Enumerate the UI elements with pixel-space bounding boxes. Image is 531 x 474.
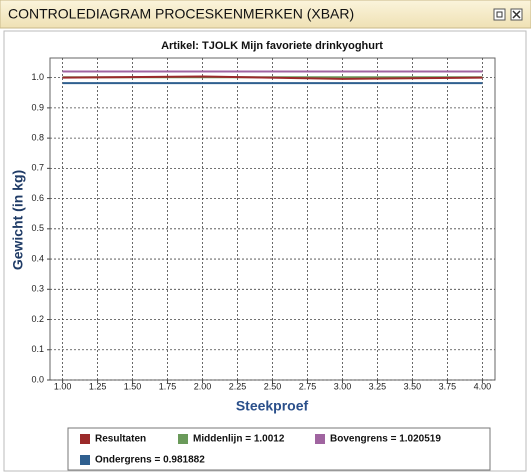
y-tick-label: 0.3 bbox=[31, 284, 44, 294]
title-bar bbox=[0, 0, 531, 29]
x-tick-label: 2.00 bbox=[194, 381, 212, 391]
y-tick-label: 0.5 bbox=[31, 223, 44, 233]
legend-swatch bbox=[80, 455, 90, 465]
chart-title: Artikel: TJOLK Mijn favoriete drinkyoghu… bbox=[161, 40, 383, 52]
x-tick-label: 3.75 bbox=[439, 381, 457, 391]
window-title: CONTROLEDIAGRAM PROCESKENMERKEN (XBAR) bbox=[8, 6, 354, 22]
legend-label: Ondergrens = 0.981882 bbox=[95, 455, 205, 466]
legend-swatch bbox=[80, 434, 90, 444]
y-tick-label: 0.9 bbox=[31, 102, 44, 112]
x-tick-label: 1.75 bbox=[159, 381, 177, 391]
legend-swatch bbox=[178, 434, 188, 444]
y-axis-label: Gewicht (in kg) bbox=[10, 170, 26, 270]
minimize-button[interactable] bbox=[493, 8, 506, 21]
legend bbox=[67, 427, 491, 471]
y-tick-label: 0.0 bbox=[31, 374, 44, 384]
x-tick-label: 3.00 bbox=[334, 381, 352, 391]
y-tick-label: 0.6 bbox=[31, 193, 44, 203]
x-axis-label: Steekproef bbox=[236, 398, 309, 414]
x-tick-label: 4.00 bbox=[474, 381, 492, 391]
y-tick-label: 1.0 bbox=[31, 72, 44, 82]
legend-label: Middenlijn = 1.0012 bbox=[193, 434, 285, 445]
legend-label: Bovengrens = 1.020519 bbox=[330, 434, 441, 445]
x-tick-label: 1.25 bbox=[89, 381, 107, 391]
legend-label: Resultaten bbox=[95, 434, 146, 445]
legend-swatch bbox=[315, 434, 325, 444]
series-line bbox=[62, 75, 483, 80]
minimize-icon bbox=[496, 11, 503, 18]
x-tick-label: 3.25 bbox=[369, 381, 387, 391]
y-tick-label: 0.2 bbox=[31, 314, 44, 324]
x-tick-label: 2.75 bbox=[299, 381, 317, 391]
x-tick-label: 1.50 bbox=[124, 381, 142, 391]
y-tick-label: 0.4 bbox=[31, 253, 44, 263]
x-tick-label: 3.50 bbox=[404, 381, 422, 391]
y-tick-label: 0.8 bbox=[31, 132, 44, 142]
x-tick-label: 2.25 bbox=[229, 381, 247, 391]
y-tick-label: 0.7 bbox=[31, 163, 44, 173]
close-icon bbox=[512, 10, 521, 19]
x-tick-label: 1.00 bbox=[54, 381, 72, 391]
x-tick-label: 2.50 bbox=[264, 381, 282, 391]
y-tick-label: 0.1 bbox=[31, 344, 44, 354]
